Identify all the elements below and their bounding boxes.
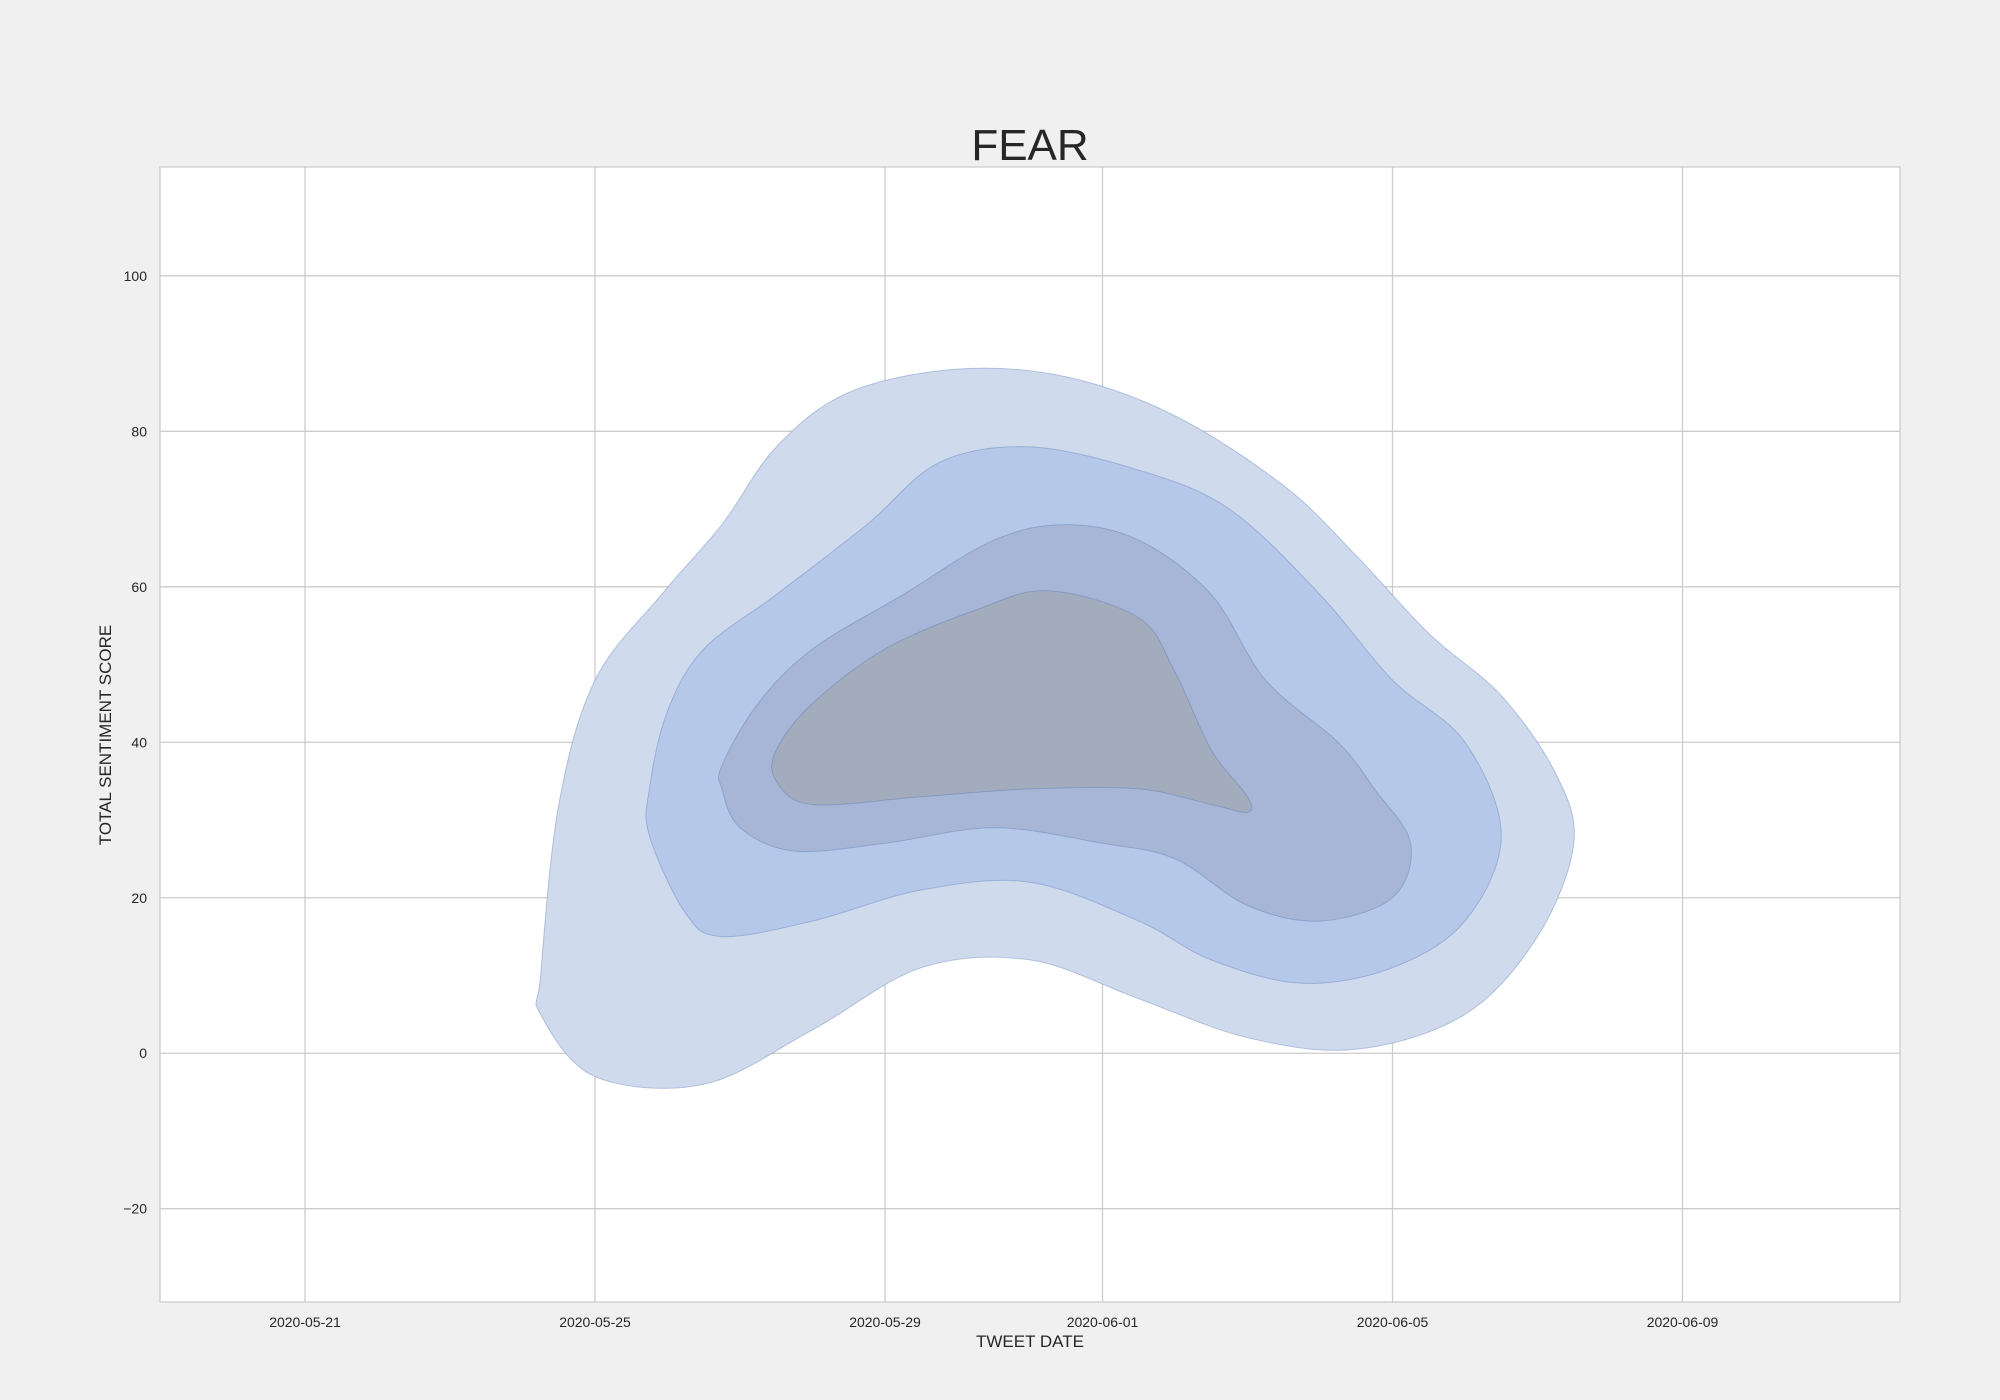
x-tick-label: 2020-06-05 <box>1357 1314 1429 1330</box>
y-tick-labels: −20 0 20 40 60 80 100 <box>123 268 147 1217</box>
x-axis-label: TWEET DATE <box>976 1332 1084 1351</box>
x-tick-label: 2020-05-25 <box>559 1314 631 1330</box>
y-tick-label: 100 <box>124 268 148 284</box>
density-contours <box>535 367 1575 1089</box>
x-tick-label: 2020-05-29 <box>849 1314 921 1330</box>
y-tick-label: −20 <box>123 1201 147 1217</box>
chart-title: FEAR <box>971 121 1088 170</box>
y-tick-label: 40 <box>131 734 147 750</box>
x-tick-labels: 2020-05-21 2020-05-25 2020-05-29 2020-06-01… <box>269 1314 1718 1330</box>
y-tick-label: 60 <box>131 579 147 595</box>
x-tick-label: 2020-06-01 <box>1067 1314 1139 1330</box>
y-tick-label: 20 <box>131 890 147 906</box>
x-tick-label: 2020-05-21 <box>269 1314 341 1330</box>
y-tick-label: 80 <box>131 423 147 439</box>
y-tick-label: 0 <box>139 1045 147 1061</box>
x-tick-label: 2020-06-09 <box>1647 1314 1719 1330</box>
y-axis-label: TOTAL SENTIMENT SCORE <box>96 625 115 845</box>
contour-level-4 <box>771 590 1253 813</box>
